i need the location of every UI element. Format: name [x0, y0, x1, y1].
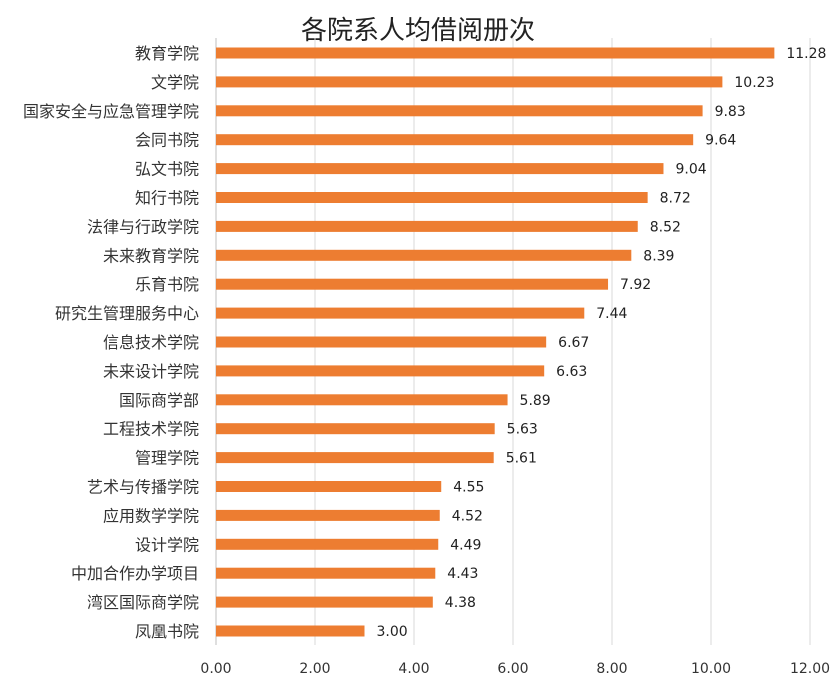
category-label: 乐育书院 — [135, 275, 199, 294]
x-tick-label: 8.00 — [596, 661, 627, 677]
data-label: 9.64 — [705, 133, 736, 149]
data-label: 4.38 — [445, 595, 476, 611]
x-tick-label: 2.00 — [299, 661, 330, 677]
bar — [216, 567, 436, 579]
x-axis-ticks: 0.00 2.00 4.00 6.00 8.00 10.00 12.00 — [200, 661, 830, 677]
bar — [216, 452, 494, 464]
bar — [216, 134, 694, 146]
data-label: 4.43 — [447, 566, 478, 582]
category-label: 湾区国际商学院 — [87, 593, 199, 612]
category-label: 国家安全与应急管理学院 — [23, 102, 199, 121]
category-label: 知行书院 — [135, 189, 199, 208]
data-label: 8.72 — [660, 191, 691, 207]
bar — [216, 625, 365, 637]
category-label: 教育学院 — [135, 44, 199, 63]
category-label: 未来设计学院 — [103, 362, 199, 381]
data-label: 6.67 — [558, 335, 589, 351]
data-label: 7.44 — [596, 306, 627, 322]
data-label: 5.89 — [520, 393, 551, 409]
bar — [216, 47, 775, 59]
x-tick-label: 6.00 — [497, 661, 528, 677]
data-label: 8.52 — [650, 219, 681, 235]
bar — [216, 538, 439, 550]
category-label: 弘文书院 — [135, 160, 199, 179]
bar — [216, 509, 440, 521]
bar — [216, 596, 433, 608]
data-label: 11.28 — [786, 46, 826, 62]
bar — [216, 336, 547, 348]
category-label: 法律与行政学院 — [87, 217, 199, 236]
category-label: 凤凰书院 — [135, 622, 199, 641]
bar — [216, 76, 723, 88]
category-label: 未来教育学院 — [103, 246, 199, 265]
bar — [216, 278, 609, 290]
data-label: 9.83 — [715, 104, 746, 120]
data-label: 4.52 — [452, 508, 483, 524]
bar — [216, 423, 495, 435]
data-labels: 11.28 10.23 9.83 9.64 9.04 8.72 8.52 8.39 7.92 7.… — [377, 46, 827, 640]
x-tick-label: 4.00 — [398, 661, 429, 677]
data-label: 8.39 — [643, 248, 674, 264]
bars — [216, 47, 775, 637]
bar — [216, 394, 508, 406]
bar — [216, 307, 585, 319]
data-label: 5.61 — [506, 451, 537, 467]
bar — [216, 365, 545, 377]
data-label: 5.63 — [507, 422, 538, 438]
bar — [216, 220, 638, 232]
x-tick-label: 10.00 — [691, 661, 731, 677]
data-label: 6.63 — [556, 364, 587, 380]
x-tick-label: 12.00 — [790, 661, 830, 677]
category-label: 会同书院 — [135, 131, 199, 150]
data-label: 3.00 — [377, 624, 408, 640]
category-label: 信息技术学院 — [103, 333, 199, 352]
bar — [216, 481, 442, 492]
category-label: 应用数学学院 — [103, 506, 199, 525]
data-label: 4.49 — [450, 537, 481, 553]
data-label: 7.92 — [620, 277, 651, 293]
x-tick-label: 0.00 — [200, 661, 231, 677]
data-label: 10.23 — [734, 75, 774, 91]
category-label: 设计学院 — [135, 535, 199, 554]
data-label: 4.55 — [453, 480, 484, 496]
category-label: 国际商学部 — [119, 391, 199, 410]
category-labels: 教育学院文学院国家安全与应急管理学院会同书院弘文书院知行书院法律与行政学院未来教… — [23, 44, 199, 641]
category-label: 文学院 — [151, 73, 199, 92]
data-label: 9.04 — [675, 162, 706, 178]
category-label: 管理学院 — [135, 449, 199, 468]
bar — [216, 192, 648, 203]
category-label: 工程技术学院 — [103, 420, 199, 439]
category-label: 中加合作办学项目 — [71, 564, 199, 583]
bar — [216, 163, 664, 175]
category-label: 研究生管理服务中心 — [55, 304, 199, 323]
chart-title: 各院系人均借阅册次 — [300, 16, 535, 46]
category-label: 艺术与传播学院 — [87, 478, 199, 497]
bar — [216, 249, 632, 261]
bar — [216, 105, 703, 117]
